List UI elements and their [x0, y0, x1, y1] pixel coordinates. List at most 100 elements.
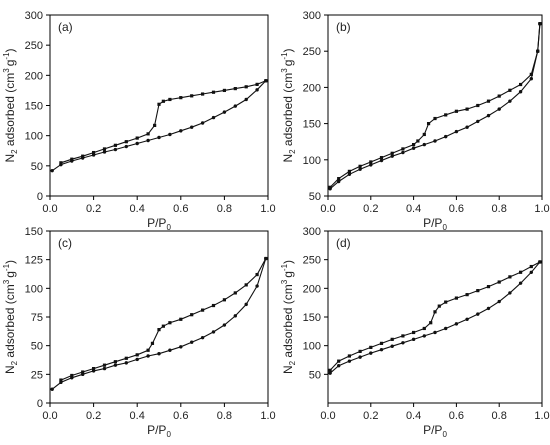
adsorption-point [135, 357, 139, 362]
adsorption-point [255, 284, 259, 288]
adsorption-point [518, 90, 523, 94]
adsorption-point [113, 147, 118, 152]
desorption-point [92, 150, 96, 155]
desorption-point [416, 139, 420, 143]
adsorption-point [444, 134, 448, 139]
adsorption-point [135, 141, 139, 146]
desorption-point [102, 147, 107, 151]
y-tick-label: 200 [25, 70, 43, 82]
desorption-point [476, 289, 480, 293]
adsorption-point [102, 366, 107, 371]
adsorption-point [347, 172, 352, 176]
adsorption-point [508, 291, 512, 295]
x-tick-label: 0.4 [406, 203, 421, 215]
adsorption-point [168, 132, 172, 137]
adsorption-point [146, 354, 150, 358]
desorption-point [465, 107, 469, 111]
panel-label: (b) [336, 20, 351, 34]
y-tick-label: 100 [25, 283, 43, 295]
desorption-point [124, 356, 128, 360]
adsorption-point [518, 281, 523, 285]
desorption-point [157, 102, 161, 106]
adsorption-point [157, 351, 161, 356]
desorption-point [519, 82, 523, 87]
desorption-point [70, 373, 74, 378]
x-tick-label: 0.0 [320, 203, 335, 215]
desorption-point [244, 85, 248, 89]
adsorption-point [369, 351, 373, 355]
desorption-point [157, 328, 161, 332]
desorption-point [59, 161, 63, 165]
desorption-point [486, 99, 491, 103]
adsorption-point [255, 88, 259, 92]
desorption-point [529, 264, 533, 269]
adsorption-point [454, 322, 459, 326]
desorption-point [529, 72, 533, 76]
adsorption-point [50, 387, 54, 391]
adsorption-point [347, 359, 352, 363]
adsorption-line [51, 258, 267, 390]
adsorption-point [508, 99, 512, 103]
x-axis-label: P/P0 [147, 216, 171, 232]
y-tick-label: 100 [25, 131, 43, 143]
adsorption-point [124, 361, 128, 365]
desorption-line [60, 258, 267, 381]
adsorption-point [190, 125, 194, 129]
adsorption-point [358, 355, 362, 359]
chart-panel-b: 0.0 0.2 0.4 0.6 0.8 1.0 50 100 150 200 250 300 (b) P/… [280, 10, 550, 232]
panel-label: (a) [58, 20, 73, 34]
desorption-point [179, 317, 183, 321]
desorption-point [124, 140, 128, 144]
desorption-point [190, 313, 194, 317]
x-tick-label: 0.6 [173, 410, 188, 422]
adsorption-point [422, 334, 426, 338]
desorption-point [390, 151, 394, 155]
x-tick-label: 0.6 [449, 410, 464, 422]
desorption-point [168, 97, 172, 102]
y-tick-label: 250 [25, 40, 43, 52]
adsorption-point [411, 146, 416, 150]
adsorption-point [486, 113, 491, 118]
adsorption-point [337, 179, 341, 184]
desorption-point [426, 122, 431, 126]
desorption-point [153, 123, 157, 128]
y-tick-label: 250 [303, 255, 321, 267]
desorption-point [135, 353, 139, 357]
adsorption-point [433, 139, 437, 143]
y-tick-label: 150 [303, 312, 321, 324]
panel-label: (c) [58, 236, 72, 250]
adsorption-point [113, 363, 118, 367]
desorption-line [329, 23, 541, 188]
desorption-point [337, 177, 341, 181]
y-tick-label: 50 [309, 191, 321, 203]
x-tick-label: 1.0 [534, 410, 549, 422]
adsorption-point [444, 326, 448, 331]
y-tick-label: 125 [25, 255, 43, 267]
adsorption-point [102, 150, 107, 154]
y-axis-label: N2 adsorbed (cm3g-1) [2, 48, 19, 162]
desorption-point [412, 330, 416, 335]
adsorption-point [211, 115, 216, 120]
y-tick-label: 100 [303, 155, 321, 167]
desorption-point [437, 304, 441, 308]
desorption-point [244, 283, 248, 287]
desorption-point [190, 94, 194, 98]
desorption-point [92, 367, 96, 371]
desorption-point [255, 272, 259, 277]
desorption-point [390, 337, 394, 341]
desorption-point [233, 291, 237, 295]
adsorption-point [124, 144, 128, 149]
desorption-point [433, 116, 437, 121]
x-tick-label: 0.6 [449, 203, 464, 215]
y-tick-label: 50 [309, 369, 321, 381]
adsorption-point [369, 163, 373, 167]
chart-panel-c: 0.0 0.2 0.4 0.6 0.8 1.0 0 25 50 75 100 125 150 (c) P/P… [2, 226, 276, 439]
desorption-point [328, 185, 332, 189]
adsorption-point [168, 348, 172, 352]
adsorption-point [401, 150, 405, 155]
desorption-point [454, 109, 458, 113]
adsorption-point [529, 77, 533, 81]
panel-label: (d) [336, 236, 351, 250]
adsorption-point [465, 317, 469, 321]
